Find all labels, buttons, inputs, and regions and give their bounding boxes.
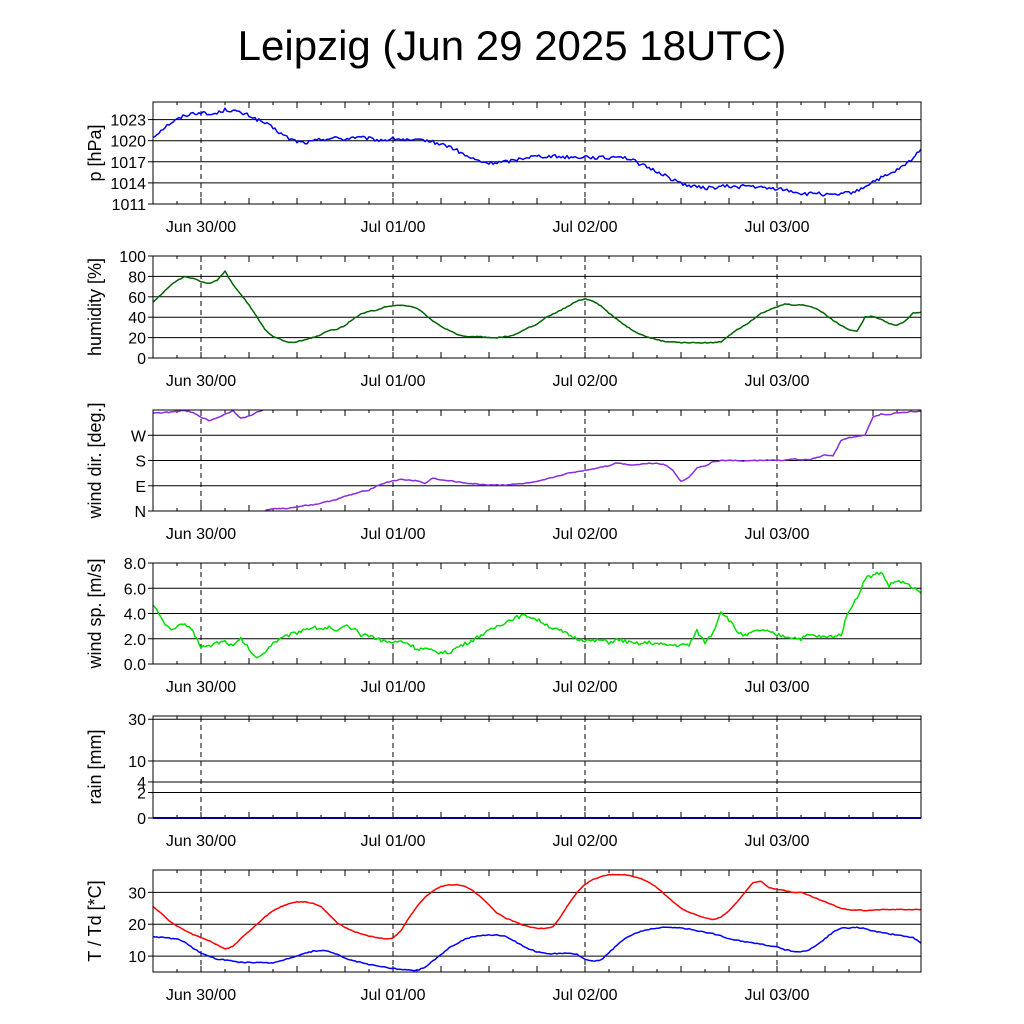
- y-tick-label: W: [131, 428, 147, 445]
- y-tick-label: 20: [128, 331, 146, 348]
- x-tick-label: Jul 01/00: [361, 987, 426, 1004]
- x-tick-label: Jul 03/00: [745, 987, 810, 1004]
- series-line-1: [264, 410, 922, 512]
- y-axis-label: rain [mm]: [85, 729, 105, 804]
- panel-1: 1011 1014 1017 1020 1023 Jun 30/00 Jul 01/00 Ju…: [85, 101, 922, 236]
- x-tick-label: Jul 01/00: [361, 219, 426, 236]
- x-tick-label: Jul 01/00: [361, 679, 426, 696]
- y-axis-label: humidity [%]: [85, 258, 105, 356]
- x-tick-label: Jun 30/00: [166, 219, 236, 236]
- y-tick-label: 10: [128, 949, 146, 966]
- x-tick-label: Jul 02/00: [553, 373, 618, 390]
- x-tick-label: Jul 02/00: [553, 679, 618, 696]
- y-axis-label: wind sp. [m/s]: [85, 558, 105, 669]
- x-tick-label: Jul 01/00: [361, 833, 426, 850]
- plot-frame: [152, 101, 922, 205]
- y-tick-label: 30: [128, 885, 146, 902]
- plot-frame: [152, 715, 922, 819]
- x-tick-label: Jul 03/00: [745, 526, 810, 543]
- y-axis-label: wind dir. [deg.]: [85, 402, 105, 519]
- x-tick-label: Jul 03/00: [745, 833, 810, 850]
- y-tick-label: S: [135, 454, 146, 471]
- x-tick-label: Jul 02/00: [553, 987, 618, 1004]
- series-line-1: [152, 270, 922, 344]
- y-tick-label: 1011: [112, 197, 147, 214]
- x-tick-label: Jun 30/00: [166, 987, 236, 1004]
- x-tick-label: Jun 30/00: [166, 679, 236, 696]
- plot-frame: [152, 562, 922, 665]
- y-tick-label: 1014: [110, 176, 146, 193]
- y-tick-label: N: [134, 504, 146, 521]
- y-tick-label: 0.0: [124, 657, 146, 674]
- y-tick-label: 4: [137, 775, 146, 792]
- x-tick-label: Jul 01/00: [361, 373, 426, 390]
- x-tick-label: Jun 30/00: [166, 373, 236, 390]
- y-tick-label: 2.0: [124, 632, 146, 649]
- y-tick-label: 10: [128, 754, 146, 771]
- y-tick-label: 8.0: [124, 556, 146, 573]
- panel-6: 10 20 30 Jun 30/00 Jul 01/00 Jul 02/00 Jul 03/…: [85, 869, 922, 1004]
- y-tick-label: 1017: [110, 155, 146, 172]
- x-tick-label: Jul 03/00: [745, 219, 810, 236]
- y-tick-label: 4.0: [124, 607, 146, 624]
- series-line-1: [152, 873, 922, 950]
- plot-frame: [152, 869, 922, 973]
- y-tick-label: 30: [128, 712, 146, 729]
- y-tick-label: E: [135, 479, 146, 496]
- series-line-1: [152, 571, 922, 659]
- y-tick-label: 1020: [110, 134, 146, 151]
- chart-title: Leipzig (Jun 29 2025 18UTC): [237, 22, 787, 69]
- x-tick-label: Jul 02/00: [553, 833, 618, 850]
- y-tick-label: 40: [128, 310, 146, 327]
- x-tick-label: Jul 02/00: [553, 219, 618, 236]
- x-tick-label: Jul 03/00: [745, 679, 810, 696]
- y-axis-label: p [hPa]: [85, 124, 105, 181]
- y-tick-label: 0: [137, 811, 146, 828]
- plot-frame: [152, 409, 922, 512]
- y-tick-label: 2: [137, 786, 146, 803]
- panel-5: 0 24 10 30 Jun 30/00 Jul 01/00 Jul 02/00 Jul 03…: [85, 712, 922, 850]
- y-tick-label: 100: [119, 249, 146, 266]
- x-tick-label: Jul 02/00: [553, 526, 618, 543]
- series-line-1: [152, 107, 922, 197]
- y-tick-label: 6.0: [124, 581, 146, 598]
- x-tick-label: Jun 30/00: [166, 833, 236, 850]
- y-tick-label: 20: [128, 917, 146, 934]
- plot-frame: [152, 255, 922, 359]
- x-tick-label: Jul 03/00: [745, 373, 810, 390]
- panel-2: 0 20 40 60 80 100 Jun 30/00 Jul 01/00 Jul 02/00 J…: [85, 249, 922, 390]
- x-tick-label: Jun 30/00: [166, 526, 236, 543]
- y-tick-label: 60: [128, 290, 146, 307]
- series-line-2: [152, 926, 922, 972]
- y-tick-label: 0: [137, 351, 146, 368]
- series-line-1: [152, 409, 264, 422]
- y-axis-label: T / Td [*C]: [85, 880, 105, 961]
- y-tick-label: 80: [128, 269, 146, 286]
- panel-4: 0.0 2.0 4.0 6.0 8.0 Jun 30/00 Jul 01/00 Jul 02/…: [85, 556, 922, 696]
- x-tick-label: Jul 01/00: [361, 526, 426, 543]
- y-tick-label: 1023: [110, 113, 146, 130]
